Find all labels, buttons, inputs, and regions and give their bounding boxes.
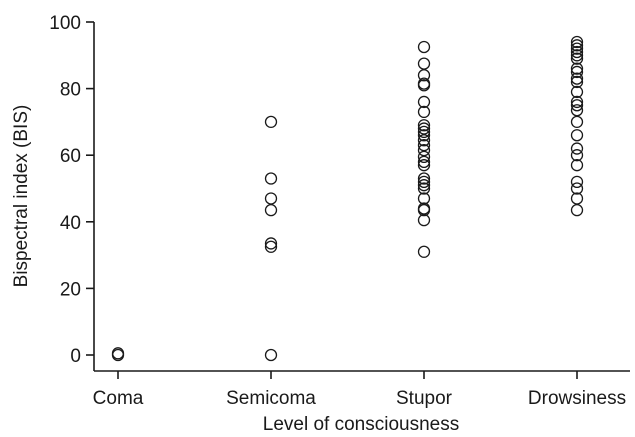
data-point	[570, 62, 584, 75]
data-point	[570, 75, 584, 89]
data-point	[417, 125, 431, 139]
data-point	[417, 129, 431, 142]
y-tick-label: 100	[49, 13, 81, 34]
data-point	[417, 79, 431, 92]
data-point	[417, 182, 431, 195]
data-point	[417, 95, 431, 109]
data-point	[417, 134, 431, 147]
data-point	[417, 150, 431, 164]
data-point	[570, 182, 584, 195]
data-point	[570, 95, 584, 109]
x-tick-label: Semicoma	[226, 388, 316, 409]
data-point	[417, 175, 431, 188]
data-point	[570, 159, 584, 172]
data-point	[417, 122, 431, 135]
data-point	[570, 39, 584, 52]
data-point	[570, 35, 584, 49]
data-point	[264, 240, 278, 253]
x-axis-title: Level of consciousness	[263, 414, 459, 435]
data-point	[264, 172, 278, 185]
data-point	[264, 348, 278, 362]
y-tick-label: 40	[60, 213, 81, 234]
data-point	[264, 203, 278, 217]
x-tick-label: Stupor	[396, 388, 453, 409]
y-tick-label: 0	[70, 346, 81, 367]
data-point	[417, 172, 431, 185]
y-ticks: 0 20 40 60 80 100	[49, 13, 94, 367]
data-point	[417, 40, 431, 54]
data-point	[570, 142, 584, 155]
data-point	[570, 42, 584, 55]
data-point	[570, 45, 584, 59]
data-point	[417, 105, 431, 119]
y-tick-label: 80	[60, 80, 81, 101]
data-point	[417, 179, 431, 192]
data-point	[570, 104, 584, 117]
data-point	[111, 347, 125, 360]
y-tick-label: 60	[60, 146, 81, 167]
data-point	[570, 72, 584, 85]
data-point	[570, 175, 584, 188]
data-point	[417, 139, 431, 152]
data-point	[417, 57, 431, 70]
y-tick-label: 20	[60, 279, 81, 300]
data-point	[570, 203, 584, 217]
x-ticks: Coma Semicoma Stupor Drowsiness	[93, 371, 626, 409]
data-point	[570, 65, 584, 79]
data-point	[570, 52, 584, 65]
data-point	[264, 237, 278, 250]
data-point	[570, 99, 584, 112]
data-point	[417, 159, 431, 172]
data-point	[570, 149, 584, 162]
data-point	[417, 119, 431, 132]
data-point	[264, 192, 278, 205]
data-point	[417, 155, 431, 169]
data-point	[417, 213, 431, 227]
axes	[93, 22, 630, 372]
data-points	[111, 35, 584, 362]
data-point	[417, 203, 431, 217]
data-point	[264, 115, 278, 129]
data-point	[570, 115, 584, 129]
x-tick-label: Drowsiness	[528, 388, 626, 409]
data-point	[417, 69, 431, 82]
data-point	[570, 85, 584, 99]
data-point	[570, 129, 584, 142]
data-point	[417, 144, 431, 157]
data-point	[570, 49, 584, 62]
data-point	[417, 192, 431, 205]
data-point	[570, 192, 584, 205]
x-tick-label: Coma	[93, 388, 144, 409]
data-point	[417, 245, 431, 258]
y-axis-title: Bispectral index (BIS)	[11, 105, 32, 288]
